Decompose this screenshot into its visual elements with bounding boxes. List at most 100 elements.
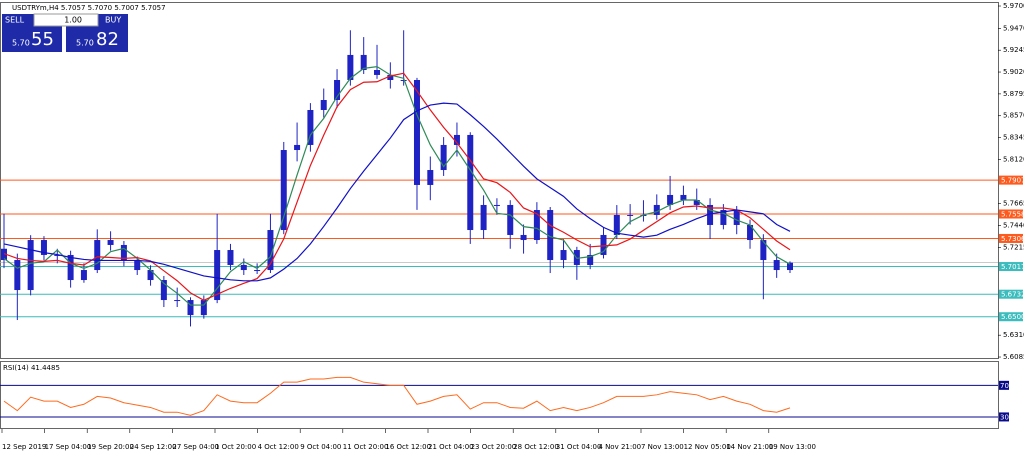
candle-body xyxy=(653,204,660,215)
candle-body xyxy=(667,194,674,205)
x-tick-label: 4 Nov 21:00 xyxy=(598,443,641,451)
rsi-level-label: 30 xyxy=(1000,413,1009,421)
x-tick-label: 31 Oct 04:00 xyxy=(556,443,602,451)
x-tick-label: 1 Oct 20:00 xyxy=(215,443,256,451)
candle-body xyxy=(467,134,474,231)
candle-body xyxy=(720,210,727,225)
level-label: 5.7558 xyxy=(1001,210,1024,218)
candle-body xyxy=(560,250,567,261)
candle-body xyxy=(693,200,700,205)
candle-body xyxy=(627,214,634,216)
rsi-title: RSI(14) 41.4485 xyxy=(3,364,60,372)
y-tick-label: 5.9020 xyxy=(1003,68,1024,76)
candle-body xyxy=(320,100,327,111)
candle-body xyxy=(600,234,607,255)
rsi-level-box xyxy=(999,412,1009,422)
x-tick-label: 14 Nov 21:00 xyxy=(726,443,773,451)
x-tick-label: 12 Nov 05:00 xyxy=(684,443,731,451)
level-label-box xyxy=(999,233,1023,243)
x-tick-label: 7 Nov 13:00 xyxy=(641,443,684,451)
rsi-level-label: 70 xyxy=(1000,382,1009,390)
candle-body xyxy=(147,270,154,281)
level-label-box xyxy=(999,312,1023,322)
candle-body xyxy=(134,260,141,271)
y-tick-label: 5.9700 xyxy=(1003,2,1024,10)
candle-body xyxy=(680,194,687,201)
candle-body xyxy=(787,262,793,271)
y-tick-label: 5.7440 xyxy=(1003,221,1024,229)
candle-body xyxy=(80,270,87,281)
y-tick-label: 5.9470 xyxy=(1003,24,1024,32)
level-label: 5.6500 xyxy=(1001,313,1024,321)
candle-body xyxy=(14,260,21,291)
level-label-box xyxy=(999,262,1023,272)
candle-body xyxy=(227,250,234,265)
candle-body xyxy=(387,74,394,81)
moving-average xyxy=(3,65,791,306)
level-label: 5.7907 xyxy=(1001,177,1024,185)
y-tick-label: 5.8120 xyxy=(1003,155,1024,163)
candle-body xyxy=(120,244,127,261)
moving-average xyxy=(3,72,791,301)
candle-body xyxy=(54,254,61,256)
x-tick-label: 17 Sep 04:00 xyxy=(45,443,92,451)
candle-body xyxy=(200,300,207,316)
trade-panel: SELL BUY 1.00 5.70 55 5.70 82 xyxy=(2,13,128,52)
level-label-box xyxy=(999,289,1023,299)
candle-body xyxy=(174,300,181,302)
level-label: 5.7306 xyxy=(1001,235,1024,243)
lot-input[interactable] xyxy=(33,13,99,27)
x-tick-label: 19 Nov 13:00 xyxy=(769,443,816,451)
x-tick-label: 27 Sep 04:00 xyxy=(172,443,219,451)
candle-body xyxy=(613,214,620,235)
x-tick-label: 11 Oct 20:00 xyxy=(343,443,389,451)
rsi-pane xyxy=(0,361,999,429)
candle-body xyxy=(254,270,261,272)
candle-body xyxy=(187,300,194,316)
candle-body xyxy=(707,204,714,225)
y-tick-label: 5.8570 xyxy=(1003,112,1024,120)
y-tick-label: 5.6085 xyxy=(1003,353,1024,361)
chart-title: USDTRYm,H4 5.7057 5.7070 5.7007 5.7057 xyxy=(12,4,166,12)
rsi-level-box xyxy=(999,380,1009,390)
candle-body xyxy=(493,204,500,206)
candle-body xyxy=(427,170,434,185)
y-tick-label: 5.6310 xyxy=(1003,331,1024,339)
candle-body xyxy=(107,240,114,245)
candle-body xyxy=(453,134,460,145)
candle-body xyxy=(773,260,780,271)
candle-body xyxy=(347,54,354,81)
x-tick-label: 9 Oct 04:00 xyxy=(300,443,341,451)
x-tick-label: 24 Sep 12:00 xyxy=(130,443,177,451)
candle-body xyxy=(94,240,101,271)
candle-body xyxy=(480,204,487,231)
candle-body xyxy=(67,254,74,281)
x-tick-label: 12 Sep 2019 xyxy=(2,443,46,451)
candle-body xyxy=(440,144,447,171)
candle-body xyxy=(1,248,7,261)
buy-label: BUY xyxy=(105,16,121,25)
lot-value: 1.00 xyxy=(64,16,82,25)
x-tick-label: 28 Oct 12:00 xyxy=(513,443,559,451)
level-label-box xyxy=(999,175,1023,185)
sell-prefix: 5.70 xyxy=(12,39,30,48)
rsi-line xyxy=(3,376,791,416)
moving-average xyxy=(3,102,791,282)
x-tick-label: 23 Oct 20:00 xyxy=(471,443,517,451)
candle-body xyxy=(507,204,514,235)
level-label: 5.6732 xyxy=(1001,291,1024,299)
candle-body xyxy=(760,240,767,261)
candle-body xyxy=(267,230,274,271)
candle-body xyxy=(160,280,167,301)
candle-body xyxy=(27,240,34,291)
x-tick-label: 16 Oct 12:00 xyxy=(385,443,431,451)
candle-body xyxy=(40,240,47,255)
level-label: 5.7017 xyxy=(1001,263,1024,271)
